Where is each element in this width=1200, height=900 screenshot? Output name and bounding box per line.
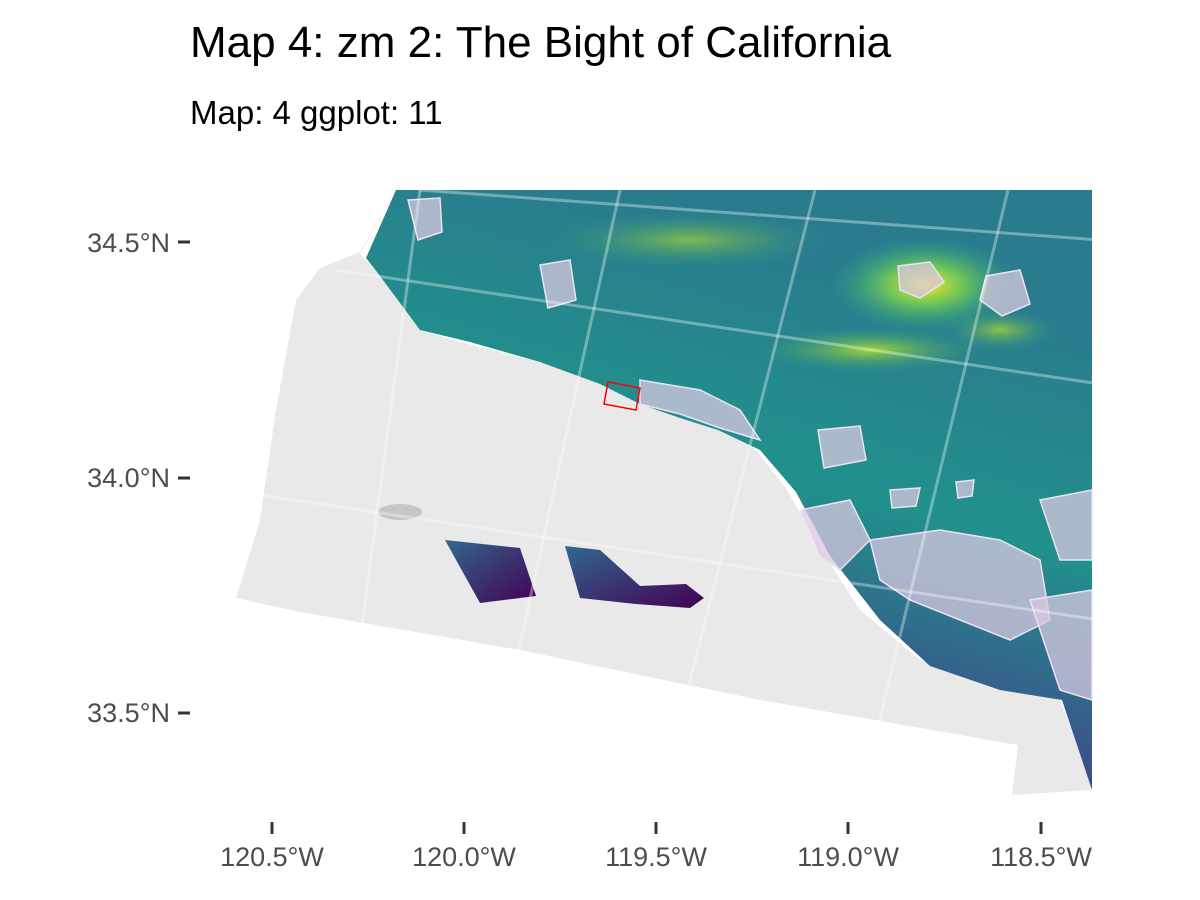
y-tick-label-33-5: 33.5°N xyxy=(87,698,170,728)
graticule xyxy=(239,188,1101,761)
mountain-ridge-north xyxy=(540,210,840,270)
island-shadow-san-miguel xyxy=(378,504,422,520)
x-axis-ticks xyxy=(270,822,1043,834)
map-subtitle: Map: 4 ggplot: 11 xyxy=(190,94,443,131)
x-tick-label-120-5: 120.5°W xyxy=(220,842,324,872)
x-tick-label-120-0: 120.0°W xyxy=(412,842,516,872)
island-santa-cruz xyxy=(565,546,704,608)
mountain-ridge-east xyxy=(940,308,1060,352)
island-santa-rosa xyxy=(445,540,536,603)
y-tick-label-34-5: 34.5°N xyxy=(87,228,170,258)
x-tick-label-119-0: 119.0°W xyxy=(797,842,899,872)
x-tick-label-119-5: 119.5°W xyxy=(605,842,707,872)
area-of-interest-box xyxy=(603,381,641,411)
y-tick-label-34-0: 34.0°N xyxy=(87,463,170,493)
map-title: Map 4: zm 2: The Bight of California xyxy=(190,18,892,67)
ocean-raster xyxy=(236,190,1092,795)
y-axis-ticks xyxy=(178,240,190,715)
mountain-ridge xyxy=(750,326,990,374)
x-tick-label-118-5: 118.5°W xyxy=(990,842,1092,872)
urban-areas xyxy=(407,197,1093,702)
